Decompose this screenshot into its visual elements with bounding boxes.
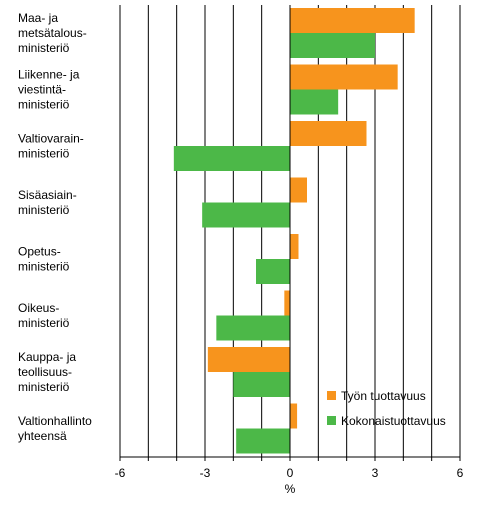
- bar-kokonaistuottavuus: [216, 315, 290, 341]
- bar-kokonaistuottavuus: [202, 202, 290, 228]
- x-tick-label: -3: [200, 466, 211, 480]
- x-tick-labels: -6 -3 0 3 6: [115, 466, 464, 480]
- bar-kokonaistuottavuus: [290, 33, 375, 58]
- bar-kokonaistuottavuus: [233, 372, 290, 397]
- bar-tyon-tuottavuus: [290, 121, 367, 146]
- legend-label-tyon-tuottavuus: Työn tuottavuus: [341, 389, 426, 403]
- category-label: Oikeus-ministeriö: [18, 301, 70, 330]
- bar-kokonaistuottavuus: [290, 89, 339, 115]
- category-labels: Maa- ja metsätalous-ministeriö Liikenne- j…: [18, 11, 92, 443]
- x-tick-label: 6: [457, 466, 464, 480]
- bar-tyon-tuottavuus: [284, 290, 290, 316]
- category-label: Liikenne- ja viestintä-ministeriö: [18, 68, 80, 112]
- legend-label-kokonaistuottavuus: Kokonaistuottavuus: [341, 414, 446, 428]
- category-label: Valtionhallinto yhteensä: [18, 414, 92, 443]
- bar-kokonaistuottavuus: [236, 428, 290, 454]
- bar-tyon-tuottavuus: [207, 347, 290, 372]
- bar-tyon-tuottavuus: [290, 177, 307, 203]
- legend-swatch-tyon-tuottavuus: [327, 391, 336, 400]
- bar-tyon-tuottavuus: [290, 64, 398, 90]
- x-tick-label: 0: [287, 466, 294, 480]
- axes: [119, 5, 461, 461]
- category-label: Sisäasiain-ministeriö: [18, 188, 77, 217]
- category-label: Kauppa- ja teollisuus-ministeriö: [18, 350, 76, 394]
- legend: Työn tuottavuus Kokonaistuottavuus: [327, 389, 446, 428]
- x-tick-label: 3: [372, 466, 379, 480]
- bar-tyon-tuottavuus: [290, 234, 299, 259]
- bar-kokonaistuottavuus: [173, 146, 290, 171]
- bars: [173, 8, 415, 454]
- category-label: Maa- ja metsätalous-ministeriö: [18, 11, 87, 55]
- x-tick-label: -6: [115, 466, 126, 480]
- category-label: Opetus-ministeriö: [18, 245, 70, 274]
- category-label: Valtiovarain-ministeriö: [18, 132, 84, 161]
- bar-tyon-tuottavuus: [290, 8, 415, 33]
- legend-swatch-kokonaistuottavuus: [327, 416, 336, 425]
- x-axis-label: %: [285, 482, 296, 496]
- bar-kokonaistuottavuus: [256, 259, 290, 284]
- bar-tyon-tuottavuus: [290, 403, 298, 429]
